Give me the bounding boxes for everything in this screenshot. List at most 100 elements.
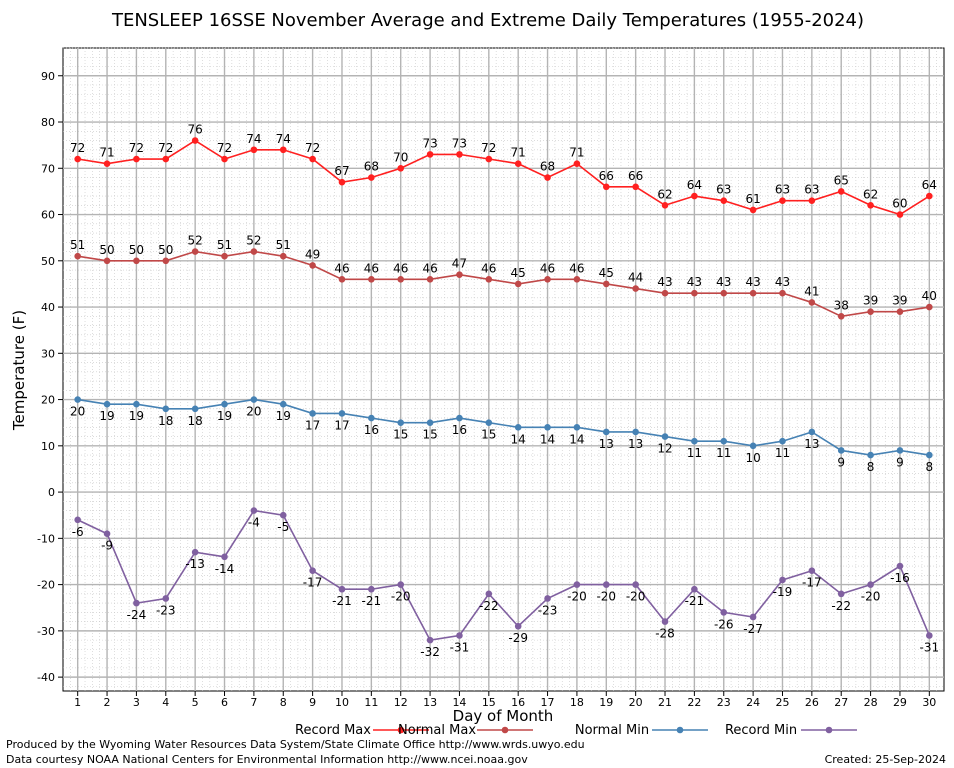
data-point-normal-min bbox=[720, 437, 728, 445]
data-label-record-max: 63 bbox=[804, 183, 819, 197]
x-tick-label: 1 bbox=[74, 696, 81, 709]
data-label-record-max: 71 bbox=[569, 146, 584, 160]
x-tick-label: 24 bbox=[746, 696, 760, 709]
data-point-record-min bbox=[485, 590, 493, 598]
x-tick-label: 3 bbox=[133, 696, 140, 709]
data-point-normal-min bbox=[426, 419, 434, 426]
data-label-record-min: -20 bbox=[391, 590, 411, 604]
y-tick-label: 40 bbox=[41, 301, 55, 314]
data-label-normal-min: 8 bbox=[867, 460, 875, 474]
series-normal-max: 51 50 50 50 52 51 52 51 49 46 46 46 46 47 46 45 46 46 45 44… bbox=[70, 234, 937, 320]
data-label-normal-min: 20 bbox=[70, 405, 85, 419]
data-point-record-max bbox=[544, 174, 551, 181]
data-label-normal-max: 50 bbox=[99, 243, 114, 257]
data-point-record-min bbox=[632, 581, 639, 588]
data-label-normal-max: 46 bbox=[364, 261, 379, 275]
data-label-record-min: -27 bbox=[743, 622, 763, 636]
data-point-normal-max bbox=[720, 289, 728, 297]
data-point-record-max bbox=[74, 155, 81, 163]
data-point-record-max bbox=[661, 201, 669, 209]
data-label-normal-min: 17 bbox=[305, 418, 320, 432]
data-point-record-min bbox=[808, 567, 816, 575]
data-label-record-min: -21 bbox=[332, 594, 352, 608]
data-label-normal-min: 11 bbox=[687, 446, 702, 460]
footer-data-courtesy: Data courtesy NOAA National Centers for … bbox=[6, 753, 528, 766]
x-tick-label: 22 bbox=[687, 696, 701, 709]
data-point-record-min bbox=[779, 576, 786, 584]
data-point-record-max bbox=[514, 160, 522, 167]
data-point-record-min bbox=[837, 590, 845, 598]
data-label-record-min: -20 bbox=[626, 590, 646, 604]
x-tick-label: 30 bbox=[922, 696, 936, 709]
data-label-normal-min: 19 bbox=[99, 409, 114, 423]
data-point-normal-max bbox=[162, 257, 170, 265]
data-label-normal-min: 8 bbox=[925, 460, 933, 474]
data-label-record-max: 66 bbox=[599, 169, 614, 183]
data-label-normal-min: 14 bbox=[569, 432, 584, 446]
data-label-record-min: -4 bbox=[248, 516, 260, 530]
x-tick-label: 11 bbox=[364, 696, 378, 709]
x-tick-label: 17 bbox=[541, 696, 555, 709]
x-tick-label: 20 bbox=[629, 696, 643, 709]
data-label-record-max: 67 bbox=[334, 164, 349, 178]
data-label-record-min: -29 bbox=[508, 631, 528, 645]
legend-label: Record Max bbox=[295, 723, 371, 738]
data-label-record-max: 64 bbox=[922, 178, 937, 192]
data-label-record-max: 62 bbox=[863, 187, 878, 201]
data-point-record-max bbox=[456, 151, 463, 158]
data-point-normal-min bbox=[867, 451, 874, 459]
data-label-record-max: 68 bbox=[364, 160, 379, 174]
x-tick-label: 9 bbox=[309, 696, 316, 709]
y-tick-label: 80 bbox=[41, 116, 55, 129]
data-point-normal-max bbox=[514, 280, 522, 288]
series-line-record-max bbox=[77, 139, 930, 216]
data-label-record-max: 72 bbox=[481, 141, 496, 155]
x-tick-label: 28 bbox=[864, 696, 878, 709]
data-point-normal-min bbox=[514, 424, 522, 431]
data-point-normal-min bbox=[397, 419, 405, 426]
data-label-normal-max: 46 bbox=[481, 261, 496, 275]
data-point-record-max bbox=[837, 188, 845, 195]
data-label-normal-min: 18 bbox=[188, 414, 203, 428]
x-tick-label: 4 bbox=[162, 696, 169, 709]
series-line-record-min bbox=[77, 509, 931, 641]
data-point-normal-min bbox=[837, 447, 845, 454]
data-label-record-min: -21 bbox=[362, 594, 382, 608]
x-tick-label: 12 bbox=[394, 696, 408, 709]
x-axis-label: Day of Month bbox=[453, 707, 554, 725]
data-point-normal-max bbox=[808, 299, 816, 306]
data-label-normal-max: 43 bbox=[657, 275, 672, 289]
data-label-record-max: 72 bbox=[70, 141, 85, 155]
data-label-normal-max: 44 bbox=[628, 271, 643, 285]
data-point-normal-min bbox=[926, 451, 933, 459]
data-label-record-min: -22 bbox=[831, 599, 851, 613]
data-label-normal-min: 15 bbox=[393, 428, 408, 442]
data-point-normal-max bbox=[221, 252, 228, 260]
x-tick-label: 29 bbox=[893, 696, 907, 709]
data-label-record-min: -24 bbox=[127, 608, 147, 622]
data-label-normal-max: 51 bbox=[217, 238, 232, 252]
y-tick-label: -30 bbox=[37, 625, 55, 638]
data-label-record-min: -32 bbox=[420, 645, 440, 659]
x-tick-label: 16 bbox=[511, 696, 525, 709]
data-point-record-min bbox=[573, 581, 581, 588]
series-line-normal-max bbox=[77, 250, 930, 318]
footer-produced-by: Produced by the Wyoming Water Resources … bbox=[6, 738, 585, 751]
data-label-record-max: 76 bbox=[188, 123, 203, 137]
data-point-record-max bbox=[720, 197, 728, 204]
data-label-normal-min: 19 bbox=[129, 409, 144, 423]
data-point-record-min bbox=[162, 595, 170, 602]
x-tick-label: 10 bbox=[335, 696, 349, 709]
data-label-normal-min: 15 bbox=[422, 428, 437, 442]
legend-marker bbox=[825, 726, 833, 734]
data-label-normal-min: 20 bbox=[246, 405, 261, 419]
data-label-record-max: 70 bbox=[393, 150, 408, 164]
y-tick-label: 60 bbox=[41, 209, 55, 222]
data-point-record-min bbox=[896, 562, 904, 570]
data-label-record-max: 61 bbox=[745, 192, 760, 206]
data-label-record-min: -17 bbox=[303, 576, 323, 590]
data-point-record-max bbox=[368, 174, 375, 181]
y-axis-label: Temperature (F) bbox=[10, 310, 28, 431]
data-point-record-min bbox=[338, 585, 346, 593]
